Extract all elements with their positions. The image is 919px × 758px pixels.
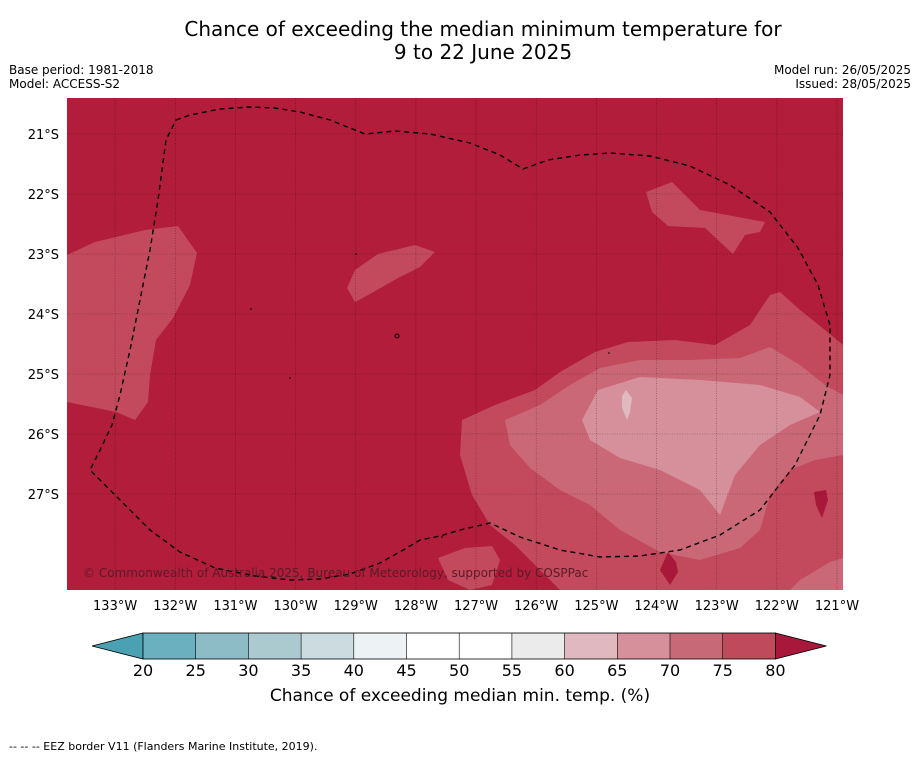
island-marker: [394, 333, 400, 339]
colorbar-tick-label: 30: [238, 661, 258, 680]
copyright-text: © Commonwealth of Australia 2025, Bureau…: [83, 566, 588, 580]
colorbar-segment: [617, 633, 671, 659]
lon-tick-label: 126°W: [514, 599, 558, 614]
colorbar-tick-label: 55: [502, 661, 522, 680]
lon-tick-label: 122°W: [755, 599, 799, 614]
colorbar: 20 25 30 35 40 45 50 55 60 65 70 75 80: [91, 632, 827, 680]
island-marker: [289, 377, 291, 379]
lon-tick-label: 125°W: [574, 599, 618, 614]
colorbar-segment: [722, 633, 776, 659]
gridlines: [67, 98, 843, 590]
colorbar-segment: [459, 633, 513, 659]
colorbar-segment: [564, 633, 618, 659]
model-run: Model run: 26/05/2025: [773, 63, 911, 77]
base-period: Base period: 1981-2018: [9, 63, 154, 77]
colorbar-tick-label: 75: [713, 661, 733, 680]
title-line-1: Chance of exceeding the median minimum t…: [184, 17, 782, 41]
colorbar-tick-label: 60: [554, 661, 574, 680]
map-area: © Commonwealth of Australia 2025, Bureau…: [67, 98, 843, 590]
colorbar-segment: [143, 633, 196, 659]
lat-tick-label: 27°S: [28, 488, 59, 503]
lat-tick-label: 26°S: [28, 428, 59, 443]
colorbar-segment: [670, 633, 723, 659]
contour-region-lower-right: [790, 558, 843, 590]
colorbar-tick-label: 70: [660, 661, 680, 680]
colorbar-segment: [353, 633, 407, 659]
colorbar-segment: [511, 633, 565, 659]
map-title: Chance of exceeding the median minimum t…: [0, 18, 919, 64]
issued-date: Issued: 28/05/2025: [795, 77, 911, 91]
colorbar-tick-label: 25: [186, 661, 206, 680]
colorbar-tick-label: 45: [396, 661, 416, 680]
colorbar-segment: [195, 633, 249, 659]
lat-tick-label: 25°S: [28, 368, 59, 383]
colorbar-tick-label: 35: [291, 661, 311, 680]
colorbar-segment: [248, 633, 302, 659]
colorbar-tick-label: 20: [133, 661, 153, 680]
island-marker: [441, 536, 443, 538]
colorbar-tick-label: 80: [765, 661, 785, 680]
colorbar-tick-label: 65: [607, 661, 627, 680]
lon-tick-label: 124°W: [634, 599, 678, 614]
lat-tick-label: 22°S: [28, 188, 59, 203]
colorbar-label: Chance of exceeding median min. temp. (%…: [269, 686, 651, 706]
contour-region-55-60: [622, 390, 632, 420]
meta-left: Base period: 1981-2018 Model: ACCESS-S2: [9, 63, 154, 91]
islands: [250, 253, 610, 538]
lon-tick-label: 133°W: [93, 599, 137, 614]
lat-tick-label: 21°S: [28, 128, 59, 143]
colorbar-high-extend: [775, 632, 827, 660]
colorbar-tick-label: 50: [449, 661, 469, 680]
lat-tick-label: 23°S: [28, 248, 59, 263]
lon-tick-label: 127°W: [454, 599, 498, 614]
map-figure: © Commonwealth of Australia 2025, Bureau…: [28, 98, 860, 680]
eez-border: [89, 106, 831, 581]
contour-region-60-65: [582, 377, 820, 515]
contour-region-northeast: [646, 182, 765, 254]
lon-tick-label: 123°W: [695, 599, 739, 614]
colorbar-segment: [406, 633, 460, 659]
contour-spot-2: [660, 552, 678, 585]
model-name: Model: ACCESS-S2: [9, 77, 121, 91]
lon-tick-label: 129°W: [334, 599, 378, 614]
colorbar-tick-label: 40: [344, 661, 364, 680]
lon-tick-label: 130°W: [274, 599, 318, 614]
lon-tick-label: 132°W: [153, 599, 197, 614]
lon-tick-label: 121°W: [815, 599, 859, 614]
contour-region-central: [347, 245, 435, 302]
island-marker: [250, 308, 252, 310]
island-marker: [355, 253, 357, 255]
contour-region-southwest: [438, 546, 500, 590]
meta-right: Model run: 26/05/2025 Issued: 28/05/2025: [774, 63, 911, 91]
title-line-2: 9 to 22 June 2025: [393, 40, 573, 64]
colorbar-low-extend: [91, 632, 144, 660]
lon-tick-label: 131°W: [213, 599, 257, 614]
contour-spot-1: [814, 490, 828, 518]
axis-tick-labels: 133°W 132°W 131°W 130°W 129°W 128°W 127°W 126°W…: [28, 128, 860, 614]
lat-tick-label: 24°S: [28, 308, 59, 323]
footnote: -- -- -- EEZ border V11 (Flanders Marine…: [9, 740, 318, 753]
lon-tick-label: 128°W: [394, 599, 438, 614]
colorbar-segment: [301, 633, 355, 659]
contour-region-west: [67, 226, 197, 420]
island-marker: [608, 352, 610, 354]
